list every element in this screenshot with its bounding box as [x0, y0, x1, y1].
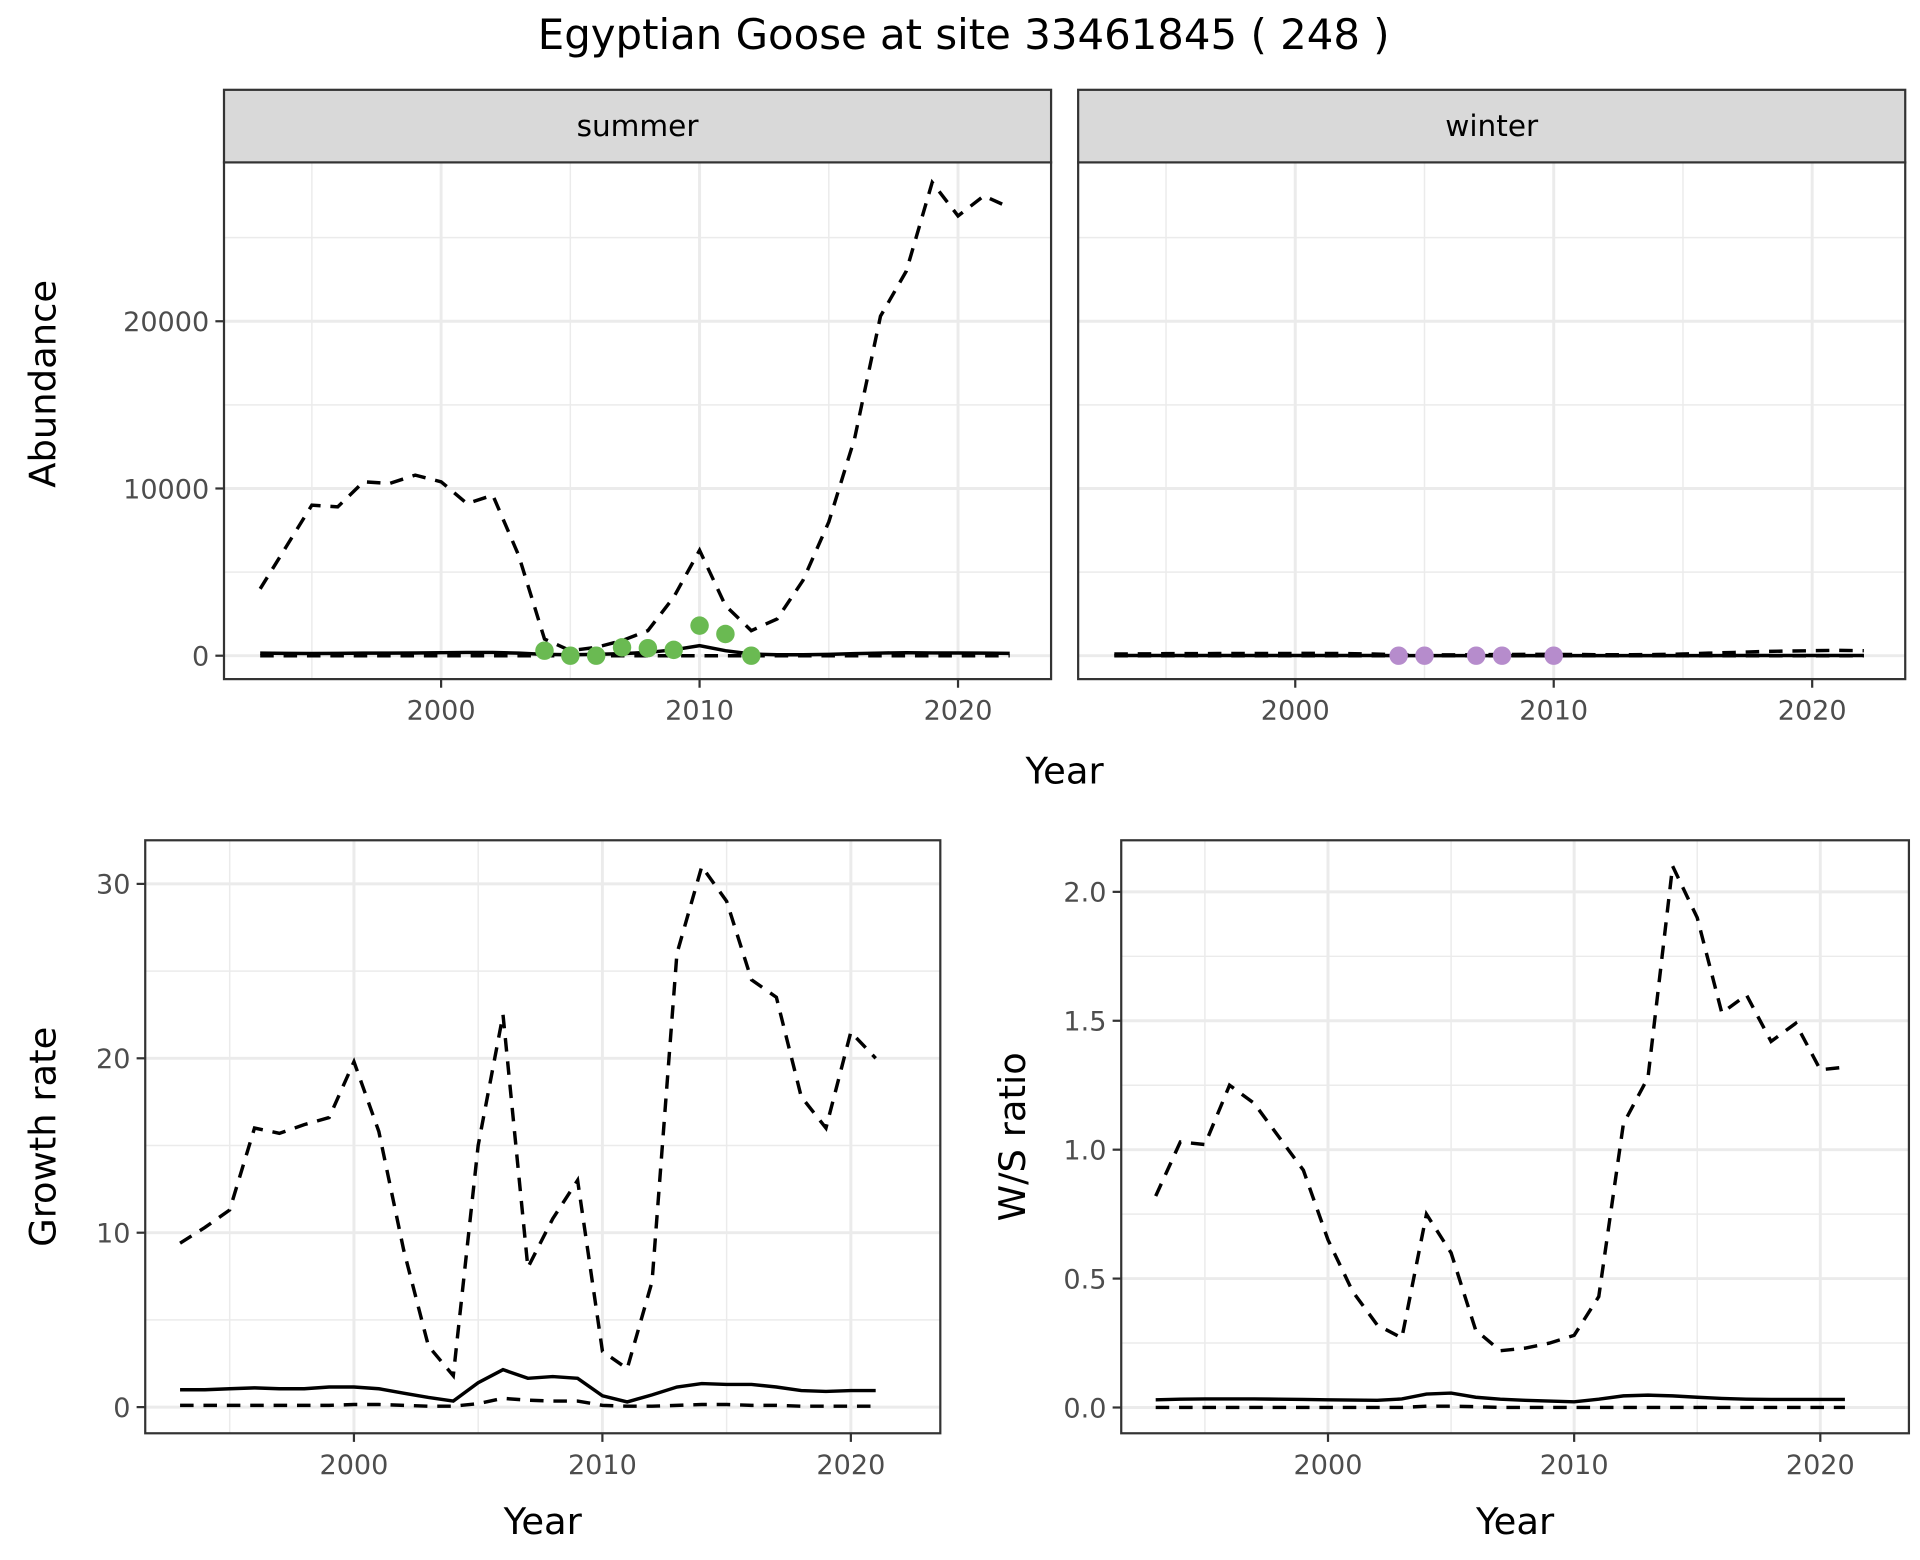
- x-tick-label: 2000: [407, 696, 476, 727]
- plot-background: [145, 840, 941, 1434]
- facet-strip: [1077, 88, 1907, 164]
- x-tick-label: 2010: [665, 696, 734, 727]
- data-point: [586, 646, 606, 665]
- y-tick-label: 30: [96, 870, 130, 901]
- y-axis-title: Growth rate: [21, 1027, 64, 1247]
- x-tick-label: 2020: [924, 696, 993, 727]
- x-tick-label: 2000: [1294, 1450, 1363, 1481]
- y-axis-title: W/S ratio: [991, 1052, 1034, 1221]
- data-point: [716, 624, 735, 644]
- x-tick-label: 2020: [1778, 696, 1847, 727]
- x-tick-label: 2000: [1261, 696, 1330, 727]
- facet-strip: [222, 88, 1053, 164]
- data-point: [664, 640, 683, 660]
- data-point: [1389, 646, 1408, 665]
- plot-background: [1121, 840, 1909, 1434]
- panel-border: [144, 839, 942, 1435]
- panel-border: [1120, 839, 1911, 1435]
- x-tick-label: 2020: [1786, 1450, 1855, 1481]
- plot-background: [1078, 162, 1906, 680]
- x-tick-label: 2010: [568, 1450, 637, 1481]
- facet-label: winter: [1445, 109, 1539, 143]
- y-tick-label: 0.0: [1063, 1393, 1106, 1424]
- series-line-upper: [1154, 859, 1846, 1353]
- panel-winter: winter 2000 2010 2020: [1077, 88, 1907, 727]
- x-tick-label: 2010: [1540, 1450, 1609, 1481]
- chart-title: Egyptian Goose at site 33461845 ( 248 ): [538, 10, 1390, 59]
- plot-background: [224, 162, 1052, 680]
- series-line-mean: [180, 1367, 876, 1404]
- facet-label: summer: [577, 109, 700, 143]
- panel-ratio: 2000 2010 2020 0.0 0.5 1.0 1.5 2.0 W/S ratio Year: [991, 839, 1911, 1543]
- data-point: [535, 641, 554, 660]
- x-axis-title: Year: [503, 1500, 583, 1543]
- data-point: [1544, 646, 1563, 665]
- y-tick-label: 20000: [123, 307, 209, 338]
- y-tick-label: 0: [113, 1393, 130, 1424]
- data-point: [742, 646, 761, 665]
- data-point: [638, 638, 658, 658]
- x-axis-title-shared: Year: [1025, 750, 1105, 793]
- series-line-upper: [179, 862, 877, 1380]
- y-tick-label: 10: [96, 1219, 130, 1250]
- data-point: [1415, 646, 1434, 665]
- data-point: [1466, 646, 1486, 665]
- series-line-mean: [260, 643, 1010, 657]
- y-tick-label: 20: [96, 1044, 130, 1075]
- data-point: [561, 646, 580, 665]
- data-point: [690, 616, 709, 635]
- x-axis-title: Year: [1475, 1500, 1555, 1543]
- y-tick-label: 0: [192, 642, 209, 673]
- x-tick-label: 2020: [816, 1450, 885, 1481]
- y-tick-label: 1.5: [1063, 1007, 1106, 1038]
- series-line-mean: [1155, 1391, 1845, 1404]
- y-tick-label: 2.0: [1063, 878, 1106, 909]
- data-point: [612, 638, 632, 657]
- panel-growth: 2000 2010 2020 0 10 20 30 Growth rate Year: [21, 839, 942, 1543]
- panel-summer: summer 2000 2010 2020 0 10000 20000 Abundance: [21, 88, 1053, 727]
- y-axis-title: Abundance: [21, 280, 64, 488]
- y-tick-label: 1.0: [1063, 1136, 1106, 1167]
- y-tick-label: 10000: [123, 474, 209, 505]
- x-tick-label: 2010: [1519, 696, 1588, 727]
- series-line-upper: [258, 178, 1011, 653]
- y-tick-label: 0.5: [1063, 1264, 1106, 1295]
- x-tick-label: 2000: [319, 1450, 388, 1481]
- series-line-lower: [1155, 1404, 1845, 1410]
- data-point: [1492, 646, 1512, 665]
